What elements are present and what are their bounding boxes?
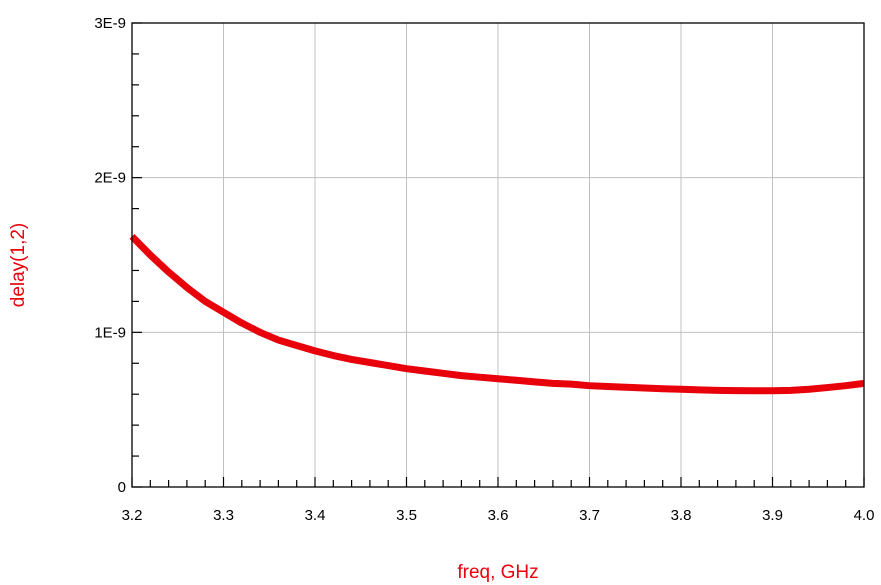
x-tick-label: 3.4 — [305, 507, 326, 524]
plot-frame — [131, 22, 865, 488]
x-tick-label: 3.5 — [396, 507, 417, 524]
x-tick-label: 3.9 — [762, 507, 783, 524]
y-tick-label: 0 — [118, 479, 126, 496]
x-tick-label: 3.8 — [671, 507, 692, 524]
x-tick-label: 3.2 — [122, 507, 143, 524]
y-tick-label: 2E-9 — [94, 170, 126, 187]
x-tick-label: 4.0 — [854, 507, 875, 524]
x-tick-label: 3.3 — [213, 507, 234, 524]
y-tick-labels: 0 1E-9 2E-9 3E-9 — [94, 15, 126, 496]
x-axis-label: freq, GHz — [457, 562, 538, 583]
x-tick-label: 3.7 — [579, 507, 600, 524]
y-axis-label: delay(1,2) — [8, 223, 29, 308]
series-layer — [129, 233, 865, 395]
x-tick-label: 3.6 — [488, 507, 509, 524]
y-tick-label: 1E-9 — [94, 324, 126, 341]
x-tick-labels: 3.2 3.3 3.4 3.5 3.6 3.7 3.8 3.9 4.0 — [122, 507, 875, 524]
y-tick-label: 3E-9 — [94, 15, 126, 32]
grid-lines — [132, 23, 864, 487]
series-line — [129, 233, 865, 395]
